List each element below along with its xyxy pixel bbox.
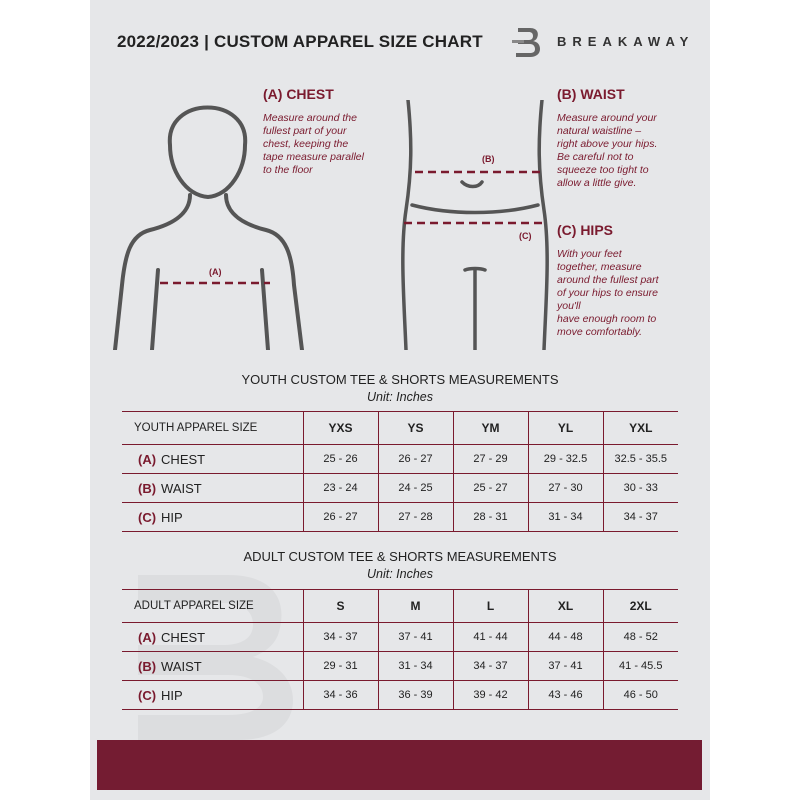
youth-table-unit: Unit: Inches [366, 390, 433, 404]
chest-marker: (A) [209, 267, 222, 277]
brand-name: BREAKAWAY [557, 34, 695, 49]
row-code: (C) [138, 509, 157, 525]
cell: 29 - 32.5 [527, 444, 603, 474]
chest-instructions: Measure around the fullest part of your … [263, 112, 364, 176]
cell: 26 - 27 [302, 502, 378, 532]
cell: 23 - 24 [302, 473, 378, 503]
header-cell: ADULT APPAREL SIZE [122, 589, 303, 623]
row-label: (B) WAIST [122, 473, 303, 503]
cell: 27 - 28 [377, 502, 453, 532]
cell: 25 - 27 [452, 473, 528, 503]
cell: 41 - 44 [452, 622, 528, 652]
cell: 48 - 52 [602, 622, 678, 652]
row-code: (B) [138, 480, 157, 496]
row-label-text: WAIST [161, 480, 202, 496]
hips-instructions: With your feet together, measure around … [557, 248, 659, 338]
cell: 29 - 31 [302, 651, 378, 681]
adult-table-title: ADULT CUSTOM TEE & SHORTS MEASUREMENTS [243, 549, 557, 564]
header-cell: YM [452, 411, 528, 445]
cell: 24 - 25 [377, 473, 453, 503]
row-label: (C) HIP [122, 680, 303, 710]
table-row: (A) CHEST 25 - 26 26 - 27 27 - 29 29 - 32… [122, 444, 678, 474]
cell: 26 - 27 [377, 444, 453, 474]
row-code: (A) [138, 451, 157, 467]
waist-marker: (B) [482, 154, 495, 164]
header-cell: YXS [302, 411, 378, 445]
breakaway-logo-icon [512, 28, 540, 57]
cell: 30 - 33 [602, 473, 678, 503]
row-label-text: HIP [161, 509, 183, 525]
header-cell: YXL [602, 411, 678, 445]
cell: 34 - 37 [452, 651, 528, 681]
cell: 27 - 30 [527, 473, 603, 503]
cell: 46 - 50 [602, 680, 678, 710]
adult-size-table: ADULT APPAREL SIZE S M L XL 2XL (A) CHEST… [122, 589, 678, 710]
table-header-row: ADULT APPAREL SIZE S M L XL 2XL [122, 589, 678, 623]
table-row: (C) HIP 34 - 36 36 - 39 39 - 42 43 - 46 4… [122, 680, 678, 710]
header-cell: M [377, 589, 453, 623]
hips-heading: (C) HIPS [557, 222, 613, 238]
cell: 25 - 26 [302, 444, 378, 474]
table-row: (B) WAIST 23 - 24 24 - 25 25 - 27 27 - 30… [122, 473, 678, 503]
header-cell: L [452, 589, 528, 623]
upper-body-illustration [113, 105, 304, 350]
cell: 31 - 34 [527, 502, 603, 532]
header-cell: YS [377, 411, 453, 445]
page-title: 2022/2023 | CUSTOM APPAREL SIZE CHART [117, 32, 483, 51]
header-cell: YL [527, 411, 603, 445]
row-label-text: CHEST [161, 451, 206, 467]
row-label: (B) WAIST [122, 651, 303, 681]
row-code: (B) [138, 658, 157, 674]
cell: 36 - 39 [377, 680, 453, 710]
header-cell: S [302, 589, 378, 623]
cell: 39 - 42 [452, 680, 528, 710]
lower-body-illustration [401, 100, 549, 350]
row-label: (A) CHEST [122, 444, 303, 474]
adult-table-unit: Unit: Inches [366, 567, 433, 581]
hips-marker: (C) [519, 231, 532, 241]
cell: 34 - 37 [302, 622, 378, 652]
cell: 32.5 - 35.5 [602, 444, 678, 474]
row-label: (A) CHEST [122, 622, 303, 652]
row-label-text: WAIST [161, 658, 202, 674]
table-row: (C) HIP 26 - 27 27 - 28 28 - 31 31 - 34 3… [122, 502, 678, 532]
cell: 27 - 29 [452, 444, 528, 474]
cell: 41 - 45.5 [602, 651, 678, 681]
row-label: (C) HIP [122, 502, 303, 532]
youth-table-title: YOUTH CUSTOM TEE & SHORTS MEASUREMENTS [241, 372, 559, 387]
cell: 37 - 41 [377, 622, 453, 652]
row-label-text: HIP [161, 687, 183, 703]
header-cell: XL [527, 589, 603, 623]
table-row: (A) CHEST 34 - 37 37 - 41 41 - 44 44 - 48… [122, 622, 678, 652]
cell: 31 - 34 [377, 651, 453, 681]
cell: 28 - 31 [452, 502, 528, 532]
cell: 34 - 36 [302, 680, 378, 710]
youth-size-table: YOUTH APPAREL SIZE YXS YS YM YL YXL (A) C… [122, 411, 678, 532]
cell: 43 - 46 [527, 680, 603, 710]
cell: 34 - 37 [602, 502, 678, 532]
waist-instructions: Measure around your natural waistline – … [557, 112, 658, 189]
waist-heading: (B) WAIST [557, 86, 625, 102]
table-header-row: YOUTH APPAREL SIZE YXS YS YM YL YXL [122, 411, 678, 445]
header-cell: 2XL [602, 589, 678, 623]
row-code: (A) [138, 629, 157, 645]
cell: 37 - 41 [527, 651, 603, 681]
header-cell: YOUTH APPAREL SIZE [122, 411, 303, 445]
chest-heading: (A) CHEST [263, 86, 334, 102]
row-code: (C) [138, 687, 157, 703]
cell: 44 - 48 [527, 622, 603, 652]
footer-band [97, 740, 702, 790]
table-row: (B) WAIST 29 - 31 31 - 34 34 - 37 37 - 41… [122, 651, 678, 681]
row-label-text: CHEST [161, 629, 206, 645]
